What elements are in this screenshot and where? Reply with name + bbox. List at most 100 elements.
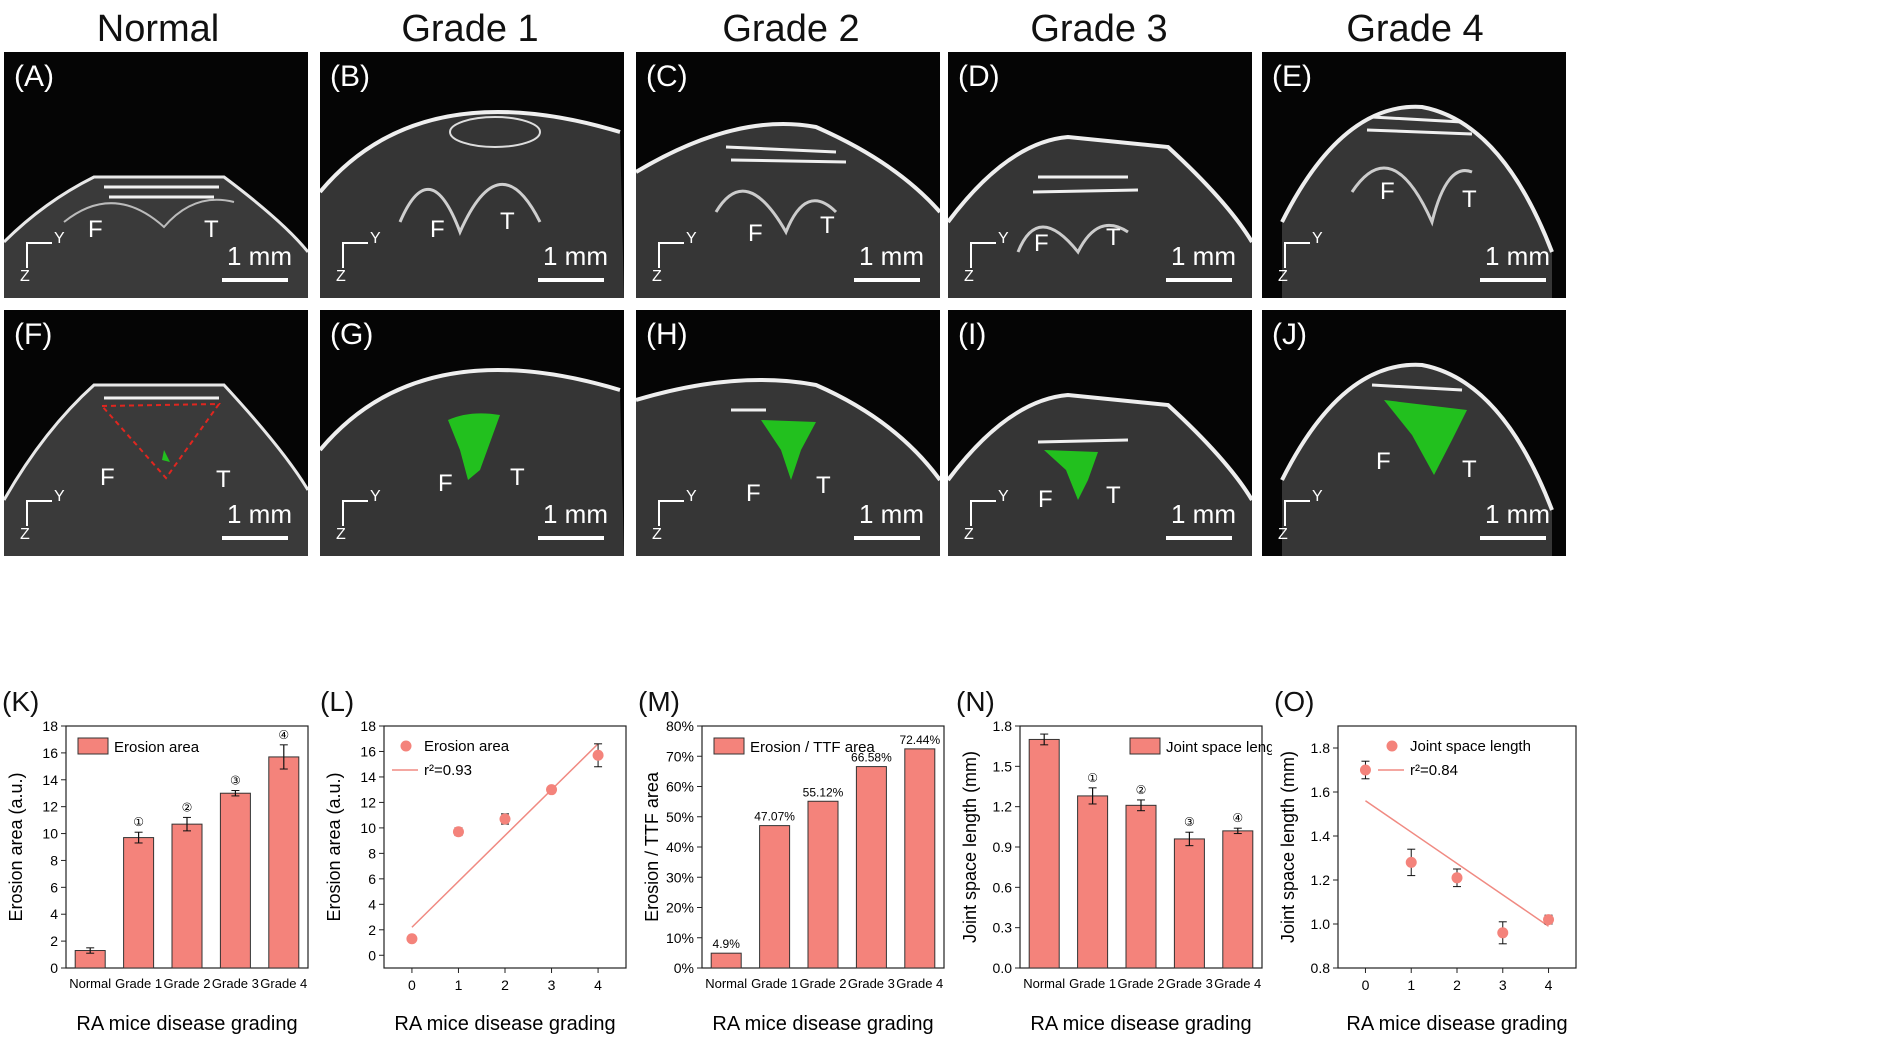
x-tick-label: 1 bbox=[1407, 977, 1415, 993]
data-point bbox=[592, 749, 604, 761]
y-tick-label: 0.0 bbox=[993, 960, 1013, 976]
legend-swatch bbox=[77, 737, 109, 755]
bar bbox=[855, 766, 887, 969]
femur-label: F bbox=[748, 220, 763, 247]
y-tick-label: 2 bbox=[50, 933, 58, 949]
femur-label: F bbox=[100, 464, 115, 491]
femur-label: F bbox=[746, 480, 761, 507]
fit-r-squared: r²=0.84 bbox=[1410, 762, 1458, 779]
data-label: 72.44% bbox=[899, 733, 940, 747]
y-tick-label: 1.2 bbox=[993, 799, 1013, 815]
oct-texture bbox=[948, 392, 1252, 556]
y-tick-label: 0.9 bbox=[993, 839, 1013, 855]
y-tick-label: 10 bbox=[360, 820, 376, 836]
panel-label: (I) bbox=[958, 318, 987, 351]
femur-label: F bbox=[1034, 230, 1049, 257]
x-axis-label: RA mice disease grading bbox=[76, 1013, 297, 1034]
chart-panel-label: (N) bbox=[956, 686, 995, 717]
x-axis-label: RA mice disease grading bbox=[394, 1013, 615, 1034]
y-tick-label: 50% bbox=[666, 809, 694, 825]
scale-bar bbox=[222, 278, 288, 282]
x-axis-label: RA mice disease grading bbox=[1030, 1013, 1251, 1034]
y-tick-label: 0.8 bbox=[1311, 960, 1331, 976]
scale-bar-label: 1 mm bbox=[227, 241, 292, 271]
scale-bar-label: 1 mm bbox=[543, 241, 608, 271]
chart-l: (L) 0 2 4 6 8 10 12 14 16 18 Erosion area (a.u.) RA… bbox=[318, 686, 636, 1035]
x-tick-label: Grade 4 bbox=[1214, 976, 1261, 991]
y-tick-label: 1.8 bbox=[1311, 740, 1331, 756]
y-tick-label: 0% bbox=[674, 960, 694, 976]
y-tick-label: 18 bbox=[360, 718, 376, 734]
significance-marker: ③ bbox=[1184, 815, 1195, 829]
bar bbox=[123, 837, 155, 969]
x-tick-label: Grade 3 bbox=[212, 976, 259, 991]
data-point bbox=[499, 813, 511, 825]
scale-bar-label: 1 mm bbox=[1485, 241, 1550, 271]
y-tick-label: 0.3 bbox=[993, 920, 1013, 936]
bar bbox=[710, 952, 742, 969]
panel-label: (A) bbox=[14, 60, 54, 93]
y-tick-label: 18 bbox=[42, 718, 58, 734]
chart-k: (K) 0 2 4 6 8 10 12 14 16 18 Erosion area (a.u.) RA… bbox=[0, 686, 318, 1035]
femur-label: F bbox=[430, 216, 445, 243]
data-point bbox=[1359, 764, 1371, 776]
oct-texture bbox=[4, 175, 308, 298]
y-tick-label: 1.8 bbox=[993, 718, 1013, 734]
erosion-outline bbox=[99, 402, 221, 480]
bar bbox=[1028, 738, 1060, 969]
tibia-label: T bbox=[204, 216, 219, 243]
scale-bar bbox=[538, 278, 604, 282]
bar bbox=[759, 825, 791, 969]
chart-n: (N) 0.0 0.3 0.6 0.9 1.2 1.5 1.8 Joint space len… bbox=[954, 686, 1287, 1035]
y-tick-label: 6 bbox=[50, 879, 58, 895]
column-title-normal: Normal bbox=[96, 8, 220, 50]
panel-label: (H) bbox=[646, 318, 688, 351]
tibia-label: T bbox=[510, 464, 525, 491]
significance-marker: ① bbox=[1087, 771, 1098, 785]
tibia-label: T bbox=[500, 208, 515, 235]
significance-marker: ① bbox=[133, 815, 144, 829]
x-tick-label: 3 bbox=[548, 977, 556, 993]
column-title-grade-2: Grade 2 bbox=[722, 8, 860, 50]
y-tick-label: 0 bbox=[50, 960, 58, 976]
x-tick-label: 4 bbox=[1545, 977, 1553, 993]
scale-bar-label: 1 mm bbox=[1171, 241, 1236, 271]
legend-marker bbox=[1386, 740, 1398, 752]
erosion-segmentation bbox=[1044, 450, 1098, 500]
data-point bbox=[1405, 856, 1417, 868]
y-tick-label: 8 bbox=[368, 845, 376, 861]
chart-panel-label: (M) bbox=[638, 686, 680, 717]
data-point bbox=[1543, 914, 1555, 926]
tibia-label: T bbox=[1106, 224, 1121, 251]
scale-bar-label: 1 mm bbox=[543, 499, 608, 529]
oct-texture bbox=[948, 134, 1252, 298]
bar bbox=[219, 792, 251, 969]
legend-label: Erosion area bbox=[424, 738, 510, 755]
y-tick-label: 70% bbox=[666, 748, 694, 764]
y-tick-label: 30% bbox=[666, 869, 694, 885]
x-tick-label: Grade 1 bbox=[1069, 976, 1116, 991]
x-tick-label: Normal bbox=[705, 976, 747, 991]
significance-marker: ③ bbox=[230, 774, 241, 788]
scale-bar bbox=[222, 536, 288, 540]
y-tick-label: 1.5 bbox=[993, 758, 1013, 774]
plot-frame bbox=[383, 725, 627, 969]
oct-texture bbox=[636, 378, 940, 556]
significance-marker: ② bbox=[182, 800, 193, 814]
x-tick-label: 2 bbox=[1453, 977, 1461, 993]
oct-texture bbox=[1280, 362, 1554, 556]
femur-label: F bbox=[438, 470, 453, 497]
y-tick-label: 14 bbox=[360, 769, 376, 785]
y-tick-label: 1.6 bbox=[1311, 784, 1331, 800]
